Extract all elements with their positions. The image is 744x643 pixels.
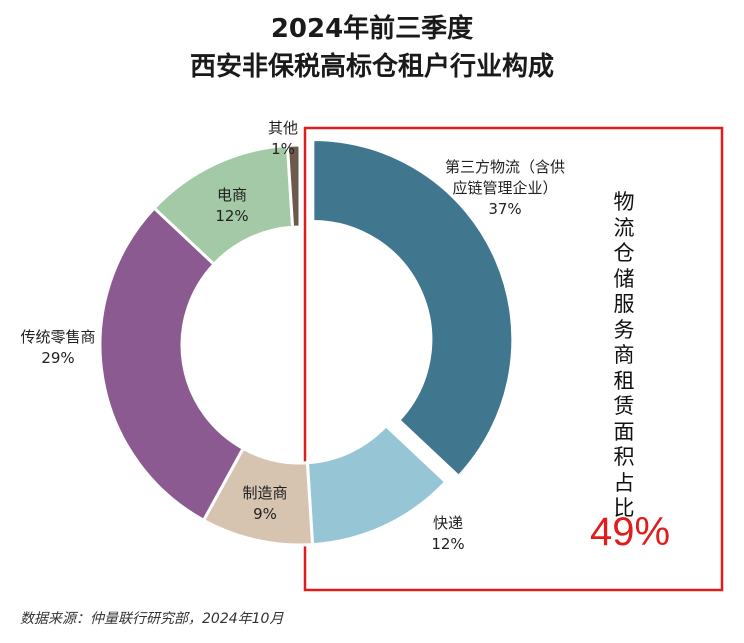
highlight-box (303, 126, 724, 592)
chart-title-line2: 西安非保税高标仓租户行业构成 (189, 52, 554, 82)
slice-pct-label-1: 12% (431, 535, 464, 553)
donut-slice-0 (311, 137, 515, 479)
donut-slice-5 (285, 143, 302, 229)
slice-name-label-0: 应链管理企业） (452, 179, 557, 197)
slice-name-label-2: 制造商 (242, 484, 287, 502)
slice-name-label-1: 快递 (433, 514, 463, 532)
slice-pct-label-2: 9% (253, 505, 277, 523)
side-annotation-value: 49% (590, 510, 671, 554)
slice-pct-label-0: 37% (488, 200, 521, 218)
source-note: 数据来源：仲量联行研究部，2024年10月 (20, 611, 284, 627)
side-annotation-label: 物流仓储服务商租赁面积占比 (613, 190, 635, 520)
slice-pct-label-5: 1% (271, 140, 295, 158)
slice-pct-label-4: 12% (215, 207, 248, 225)
slice-name-label-3: 传统零售商 (20, 328, 95, 346)
slice-name-label-4: 电商 (217, 186, 247, 204)
slice-name-label-5: 其他 (268, 119, 298, 137)
slice-name-label-0: 第三方物流（含供 (445, 158, 565, 176)
chart-title-line1: 2024年前三季度 (270, 14, 474, 44)
donut-slice-3 (98, 205, 246, 523)
slice-pct-label-3: 29% (41, 349, 74, 367)
